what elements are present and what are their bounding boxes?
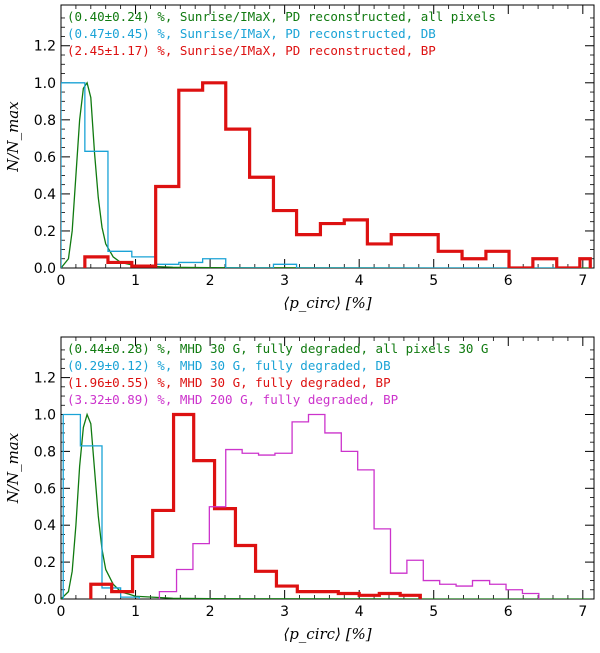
- bottom-panel: 0 1 2 3 4 5 6 7 0.0 0.2 0.4 0.6 0.8 1.0 1.2 ⟨p_circ⟩ [%…: [4, 336, 595, 643]
- series-all-pixels-30-g: [61, 412, 591, 599]
- histogram-line: [62, 413, 140, 599]
- x-tick-label: 6: [504, 273, 513, 289]
- x-tick-label: 6: [504, 604, 513, 620]
- y-tick-label: 0.4: [34, 518, 56, 534]
- y-tick-label: 0.6: [34, 150, 56, 166]
- histogram-line: [61, 82, 580, 268]
- x-tick-label: 0: [57, 604, 66, 620]
- x-tick-label: 2: [206, 604, 215, 620]
- y-tick-label: 1.2: [34, 371, 56, 387]
- x-axis-label: ⟨p_circ⟩ [%]: [283, 294, 371, 312]
- legend-entry: (0.44±0.28) %, MHD 30 G, fully degraded,…: [67, 341, 488, 356]
- series-all-pixels: [61, 81, 591, 268]
- histogram-line: [61, 412, 591, 599]
- x-tick-label: 5: [429, 604, 438, 620]
- y-tick-label: 0.0: [34, 261, 56, 277]
- y-axis-label: N/N_max: [4, 101, 22, 173]
- x-tick-label: 5: [429, 273, 438, 289]
- x-tick-label: 3: [280, 604, 289, 620]
- x-tick-label: 0: [57, 273, 66, 289]
- legend-entry: (3.32±0.89) %, MHD 200 G, fully degraded…: [67, 392, 398, 407]
- series-bp-30-g: [89, 412, 422, 599]
- legend-entry: (1.96±0.55) %, MHD 30 G, fully degraded,…: [67, 375, 391, 390]
- top-panel: 0 1 2 3 4 5 6 7 0.0 0.2 0.4 0.6 0.8 1.0 1.2 ⟨p_circ⟩ [%…: [4, 4, 595, 312]
- histogram-line: [61, 81, 591, 268]
- x-tick-label: 7: [578, 273, 587, 289]
- series-db-30-g: [62, 413, 140, 599]
- legend-entry: (0.29±0.12) %, MHD 30 G, fully degraded,…: [67, 358, 391, 373]
- series-bp: [83, 81, 592, 268]
- x-tick-label: 4: [355, 273, 364, 289]
- histogram-line: [83, 81, 592, 268]
- x-tick-label: 2: [206, 273, 215, 289]
- y-tick-label: 0.2: [34, 224, 56, 240]
- histogram-line: [89, 412, 422, 599]
- x-axis-label: ⟨p_circ⟩ [%]: [283, 625, 371, 643]
- y-tick-label: 0.8: [34, 113, 56, 129]
- y-tick-label: 0.0: [34, 592, 56, 608]
- x-tick-label: 1: [131, 273, 140, 289]
- y-tick-label: 1.0: [34, 76, 56, 92]
- x-tick-label: 3: [280, 273, 289, 289]
- series-bp-200-g: [158, 413, 540, 599]
- y-tick-label: 1.0: [34, 407, 56, 423]
- y-tick-label: 0.2: [34, 555, 56, 571]
- legend-entry: (0.40±0.24) %, Sunrise/IMaX, PD reconstr…: [67, 9, 496, 24]
- legend-entry: (0.47±0.45) %, Sunrise/IMaX, PD reconstr…: [67, 26, 436, 41]
- y-tick-label: 0.4: [34, 187, 56, 203]
- y-axis-label: N/N_max: [4, 432, 22, 504]
- y-tick-label: 1.2: [34, 39, 56, 55]
- legend-entry: (2.45±1.17) %, Sunrise/IMaX, PD reconstr…: [67, 43, 436, 58]
- histogram-line: [158, 413, 540, 599]
- x-tick-label: 7: [578, 604, 587, 620]
- series-db: [61, 82, 580, 268]
- y-tick-label: 0.6: [34, 481, 56, 497]
- x-tick-label: 1: [131, 604, 140, 620]
- x-tick-label: 4: [355, 604, 364, 620]
- y-tick-label: 0.8: [34, 444, 56, 460]
